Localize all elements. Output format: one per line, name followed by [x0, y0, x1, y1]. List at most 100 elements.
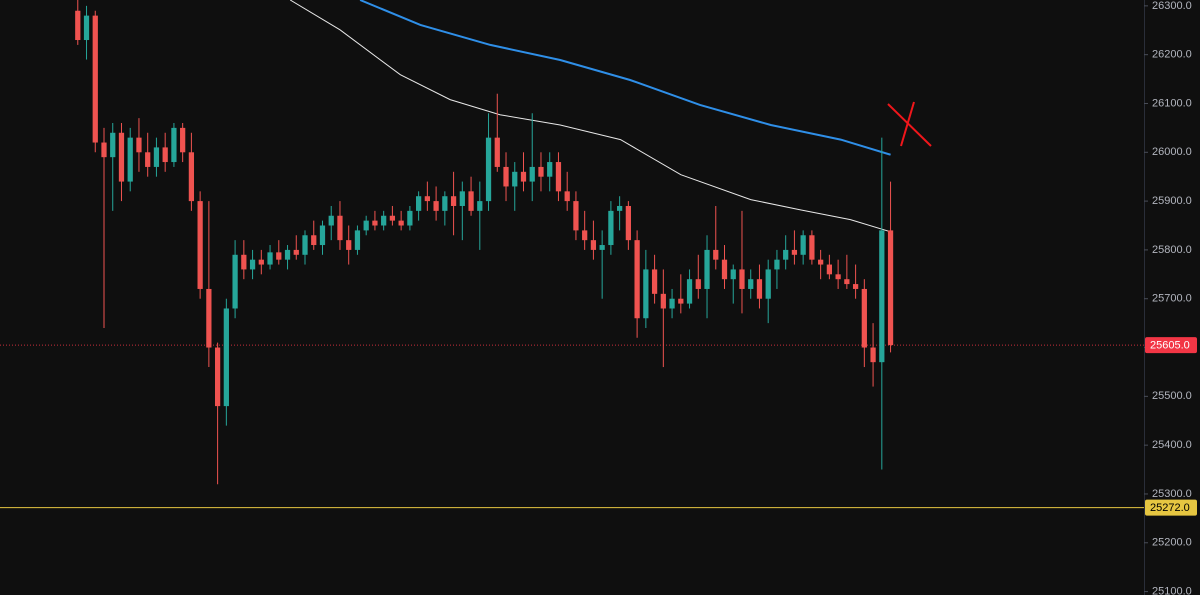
candle-body	[739, 269, 745, 289]
candle-body	[809, 235, 815, 260]
candle-body	[529, 166, 535, 182]
y-tick-label: 25200.0	[1152, 537, 1192, 549]
candle-body	[879, 230, 885, 363]
candle-body	[153, 147, 160, 167]
y-tick-label: 25700.0	[1152, 293, 1192, 305]
candle-body	[704, 249, 710, 289]
candle-body	[783, 249, 789, 260]
candle-body	[678, 298, 684, 304]
candle-body	[748, 279, 754, 289]
candle-body	[590, 240, 597, 250]
candle-body	[555, 162, 562, 192]
candle-body	[171, 127, 177, 163]
candle-body	[468, 191, 474, 211]
candle-body	[818, 259, 824, 265]
candle-body	[276, 252, 282, 260]
candles	[75, 0, 894, 485]
candle-body	[241, 254, 247, 270]
candle-body	[503, 166, 509, 187]
candle-body	[232, 254, 238, 309]
candle-body	[197, 201, 203, 289]
candle-body	[249, 259, 256, 270]
candle-body	[337, 215, 343, 241]
price-label-box	[1145, 499, 1197, 516]
price-label-box	[1145, 337, 1197, 354]
candle-body	[389, 215, 396, 221]
candle-body	[512, 171, 518, 187]
candle-body	[547, 162, 553, 177]
candle-body	[416, 196, 422, 211]
candle-body	[713, 249, 719, 260]
candle-body	[660, 293, 666, 309]
candle-body	[145, 152, 151, 167]
y-tick-label: 25500.0	[1152, 390, 1192, 402]
candle-body	[582, 230, 588, 241]
candle-body	[774, 259, 780, 270]
candle-body	[258, 259, 264, 265]
candle-body	[791, 249, 798, 255]
y-tick-label: 25300.0	[1152, 488, 1192, 500]
candle-body	[118, 132, 125, 182]
candle-body	[756, 279, 763, 299]
x-annotation	[887, 101, 932, 147]
candle-body	[835, 274, 841, 280]
candle-body	[433, 201, 439, 211]
candle-body	[730, 269, 736, 280]
candle-body	[573, 201, 579, 231]
candle-body	[328, 215, 334, 226]
candle-body	[180, 127, 186, 153]
y-tick-label: 25100.0	[1152, 585, 1192, 595]
candle-body	[127, 137, 133, 182]
candle-body	[92, 15, 98, 143]
candle-body	[162, 147, 168, 163]
candle-body	[284, 249, 291, 260]
candle-body	[372, 220, 378, 226]
candle-body	[442, 196, 448, 211]
annotation-stroke	[900, 101, 915, 147]
y-tick-label: 26100.0	[1152, 97, 1192, 109]
candle-body	[608, 210, 614, 246]
candle-body	[643, 269, 649, 319]
candle-body	[363, 220, 369, 231]
candle-body	[721, 259, 728, 280]
candle-body	[293, 249, 299, 255]
candle-body	[538, 166, 544, 177]
candle-body	[800, 235, 806, 255]
candle-body	[101, 142, 107, 158]
candle-body	[223, 308, 229, 407]
candle-body	[450, 196, 457, 206]
candle-body	[354, 230, 361, 250]
candle-body	[826, 264, 832, 275]
candle-body	[75, 10, 81, 41]
candle-body	[634, 240, 640, 319]
candle-body	[302, 235, 308, 255]
candle-body	[206, 288, 212, 348]
candle-body	[136, 137, 142, 153]
moving-average	[359, 0, 891, 156]
candle-body	[617, 205, 623, 211]
candle-body	[188, 152, 195, 202]
candle-body	[651, 269, 658, 294]
candle-body	[852, 284, 859, 289]
price-label: 25605.0	[1150, 339, 1190, 351]
candle-body	[861, 288, 867, 348]
candle-body	[564, 191, 570, 202]
candle-body	[870, 347, 876, 363]
candle-body	[765, 269, 771, 299]
y-tick-label: 26200.0	[1152, 49, 1192, 61]
candle-body	[669, 298, 675, 309]
annotation-stroke	[887, 103, 932, 147]
moving-average	[289, 0, 891, 233]
candle-body	[599, 245, 605, 250]
candle-body	[311, 235, 317, 246]
y-tick-label: 26000.0	[1152, 146, 1192, 158]
candle-body	[267, 252, 273, 265]
candle-body	[887, 230, 894, 346]
candle-body	[407, 210, 413, 226]
y-tick-label: 26300.0	[1152, 0, 1192, 12]
candle-body	[424, 196, 430, 202]
candle-body	[485, 137, 492, 202]
